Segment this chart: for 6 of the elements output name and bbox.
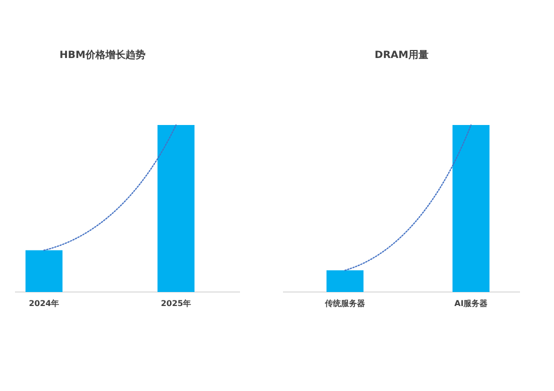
x-tick-label: 2024年 <box>28 299 60 308</box>
x-tick-label: AI服务器 <box>454 299 488 308</box>
chart-title: HBM价格增长趋势 <box>60 49 146 61</box>
x-tick-label: 传统服务器 <box>324 299 365 308</box>
chart-title: DRAM用量 <box>374 49 428 61</box>
x-tick-label: 2025年 <box>160 299 192 308</box>
